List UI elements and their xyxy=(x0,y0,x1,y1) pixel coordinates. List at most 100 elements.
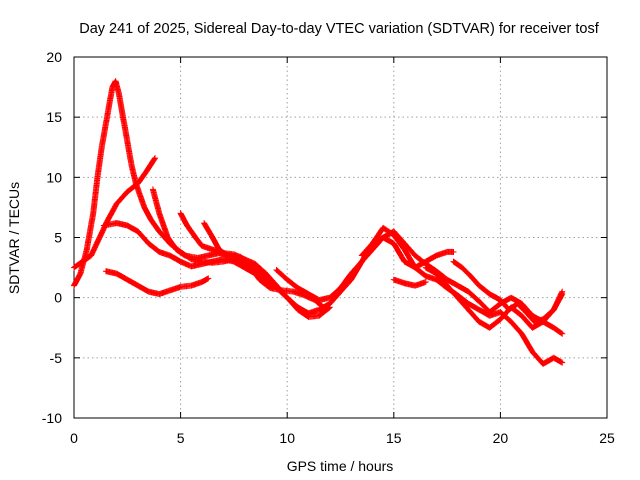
data-marker-segment xyxy=(166,252,183,264)
data-marker-segment xyxy=(198,242,215,253)
data-marker-segment xyxy=(284,276,300,291)
data-marker-segment xyxy=(79,253,94,265)
data-marker-point xyxy=(205,275,212,282)
data-marker-segment xyxy=(454,294,471,312)
data-marker-segment xyxy=(141,204,154,222)
data-marker-segment xyxy=(184,222,198,240)
y-tick-label: -10 xyxy=(42,410,62,426)
data-marker-segment xyxy=(137,192,147,210)
data-marker-segment xyxy=(294,306,311,320)
data-marker-segment xyxy=(316,305,332,319)
data-marker-segment xyxy=(115,90,126,119)
series-track-6 xyxy=(177,210,280,289)
data-marker-segment xyxy=(88,235,103,259)
data-marker-segment xyxy=(113,270,130,283)
data-marker-segment xyxy=(422,264,439,277)
data-marker-segment xyxy=(252,261,268,276)
data-marker-segment xyxy=(135,282,151,295)
data-marker-segment xyxy=(230,251,247,262)
data-marker-segment xyxy=(156,248,172,259)
data-marker-segment xyxy=(124,222,140,234)
data-marker-segment xyxy=(305,291,322,303)
data-marker-segment xyxy=(94,145,105,181)
data-marker-segment xyxy=(71,259,85,271)
data-marker-segment xyxy=(518,312,535,330)
data-marker-point xyxy=(422,279,429,286)
chart-title: Day 241 of 2025, Sidereal Day-to-day VTE… xyxy=(79,21,599,37)
data-marker-point xyxy=(269,285,276,292)
series-track-4 xyxy=(103,268,212,298)
data-marker-point xyxy=(559,359,566,366)
data-marker-segment xyxy=(326,285,343,301)
data-marker-segment xyxy=(550,324,565,337)
data-marker-segment xyxy=(177,258,194,269)
data-marker-segment xyxy=(523,309,537,324)
data-marker-segment xyxy=(550,289,565,313)
data-marker-segment xyxy=(412,279,428,289)
x-tick-label: 15 xyxy=(386,430,402,446)
data-marker-segment xyxy=(486,317,503,331)
data-marker-segment xyxy=(83,211,96,253)
data-marker-segment xyxy=(497,297,512,312)
y-axis-label: SDTVAR / TECUs xyxy=(6,182,22,294)
y-tick-label: 10 xyxy=(46,169,62,185)
data-marker-segment xyxy=(98,109,111,151)
data-marker-segment xyxy=(486,301,503,316)
data-marks xyxy=(71,78,566,367)
data-marker-segment xyxy=(113,189,130,207)
axis-ticks xyxy=(73,56,608,419)
data-marker-segment xyxy=(149,186,162,216)
data-marker-segment xyxy=(135,169,149,187)
data-marker-segment xyxy=(112,78,122,95)
data-marker-point xyxy=(450,248,457,255)
data-marker-segment xyxy=(177,210,190,228)
data-marker-segment xyxy=(201,220,215,240)
x-tick-labels: 0 5 10 15 20 25 xyxy=(70,430,615,446)
data-marker-segment xyxy=(514,300,529,315)
data-marker-segment xyxy=(216,246,230,258)
data-marker-segment xyxy=(459,264,473,279)
x-tick-label: 10 xyxy=(279,430,295,446)
data-marker-segment xyxy=(71,271,83,289)
data-marker-segment xyxy=(369,235,386,247)
series-track-10 xyxy=(390,276,429,289)
series-track-2 xyxy=(71,155,159,271)
x-tick-label: 5 xyxy=(177,430,185,446)
y-tick-label: 20 xyxy=(46,49,62,65)
data-marker-segment xyxy=(147,216,162,234)
data-marker-segment xyxy=(348,259,365,277)
data-marker-point xyxy=(152,155,159,162)
data-marker-segment xyxy=(290,288,307,298)
data-marker-segment xyxy=(294,285,311,297)
data-marker-segment xyxy=(476,306,492,319)
data-marker-segment xyxy=(476,298,492,315)
data-marker-point xyxy=(320,304,327,311)
data-marker-point xyxy=(326,304,333,311)
data-marker-segment xyxy=(476,282,492,297)
data-marker-segment xyxy=(124,138,135,168)
data-marker-point xyxy=(273,282,280,289)
data-marker-segment xyxy=(380,234,396,246)
data-marker-segment xyxy=(486,291,503,303)
data-marker-segment xyxy=(465,288,482,304)
data-marker-segment xyxy=(262,270,279,288)
data-marker-segment xyxy=(422,253,439,265)
series-track-7 xyxy=(201,220,276,292)
data-marker-segment xyxy=(124,181,141,195)
y-tick-label: -5 xyxy=(50,350,63,366)
data-marker-segment xyxy=(358,247,375,265)
data-marker-segment xyxy=(337,271,354,291)
data-marker-segment xyxy=(237,258,253,270)
x-tick-label: 0 xyxy=(70,430,78,446)
data-marker-segment xyxy=(143,156,158,175)
data-marker-segment xyxy=(465,300,482,313)
data-marker-segment xyxy=(465,306,482,324)
data-marker-segment xyxy=(192,234,205,248)
series-track-12 xyxy=(450,258,566,325)
data-marker-segment xyxy=(145,240,162,255)
series-track-3 xyxy=(100,220,333,320)
data-marker-segment xyxy=(241,256,258,267)
data-marker-segment xyxy=(467,273,482,288)
